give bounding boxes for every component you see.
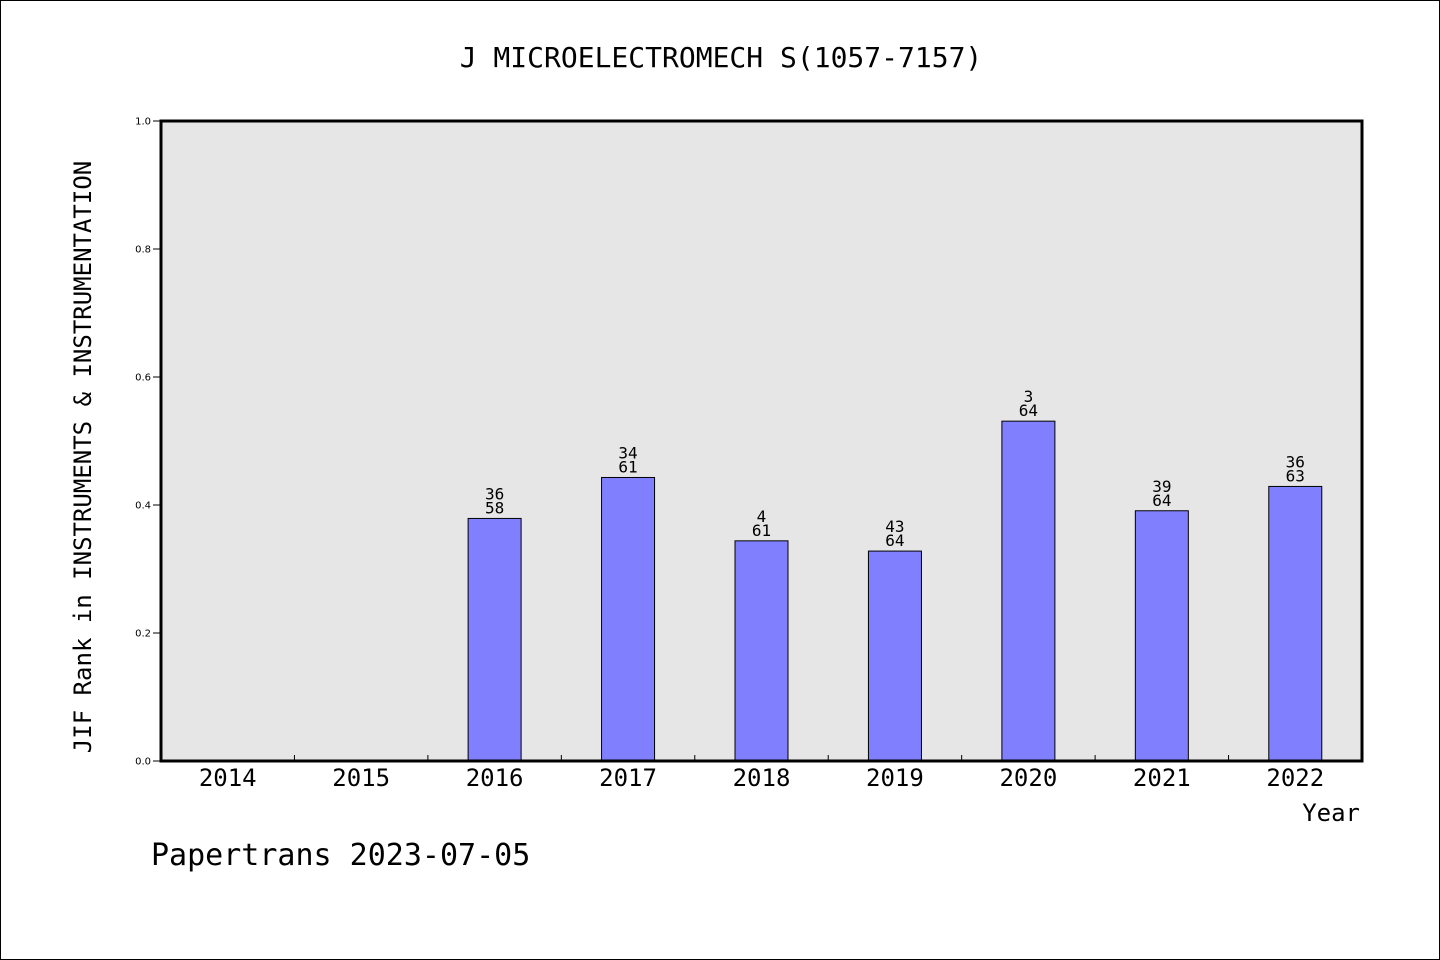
y-tick-label: 1.0 bbox=[135, 117, 151, 128]
y-tick-label: 0.4 bbox=[135, 501, 151, 512]
bar-label-rank: 36 bbox=[485, 484, 504, 503]
x-tick-label: 2020 bbox=[999, 764, 1057, 792]
bar bbox=[1268, 485, 1323, 762]
bar bbox=[1134, 510, 1189, 762]
y-axis: 0.0 0.2 0.4 0.6 0.8 1.0 bbox=[135, 117, 161, 768]
bar-label-total: 61 bbox=[618, 457, 637, 476]
x-tick-label: 2021 bbox=[1133, 764, 1191, 792]
bar-label-total: 63 bbox=[1286, 466, 1305, 485]
bar-label-rank: 4 bbox=[757, 507, 767, 526]
bar-label-rank: 3 bbox=[1024, 387, 1034, 406]
bar-label-total: 61 bbox=[752, 521, 771, 540]
bar-group bbox=[467, 420, 1323, 762]
x-tick-label: 2019 bbox=[866, 764, 924, 792]
bar-label-rank: 36 bbox=[1286, 452, 1305, 471]
bar bbox=[1001, 420, 1056, 762]
x-tick-label: 2016 bbox=[466, 764, 524, 792]
chart-title: J MICROELECTROMECH S(1057-7157) bbox=[460, 41, 983, 74]
x-tick-label: 2017 bbox=[599, 764, 657, 792]
bar-label-total: 58 bbox=[485, 498, 504, 517]
bar-label-total: 64 bbox=[1019, 401, 1038, 420]
bar-label-total: 64 bbox=[1152, 491, 1171, 510]
y-axis-label: JIF Rank in INSTRUMENTS & INSTRUMENTATIO… bbox=[69, 161, 97, 753]
bar-label-total: 64 bbox=[885, 531, 904, 550]
y-tick-label: 0.6 bbox=[135, 373, 151, 384]
bar-label-rank: 39 bbox=[1152, 477, 1171, 496]
x-tick-label: 2015 bbox=[332, 764, 390, 792]
footer-note: Papertrans 2023-07-05 bbox=[151, 838, 530, 873]
plot-border bbox=[159, 119, 1364, 763]
bar bbox=[867, 550, 922, 762]
y-tick-label: 0.2 bbox=[135, 629, 151, 640]
bar-label-rank: 43 bbox=[885, 517, 904, 536]
bar bbox=[734, 540, 789, 762]
bar bbox=[601, 476, 656, 762]
x-tick-label: 2022 bbox=[1266, 764, 1324, 792]
bar bbox=[467, 517, 522, 762]
bar-label-rank: 34 bbox=[618, 443, 637, 462]
x-tick-label: 2014 bbox=[199, 764, 257, 792]
y-tick-label: 0.0 bbox=[135, 757, 151, 768]
x-axis: 2014 2015 2016 2017 2018 2019 2020 2021 2022 bbox=[199, 755, 1324, 792]
x-tick-label: 2018 bbox=[733, 764, 791, 792]
x-axis-label: Year bbox=[1302, 799, 1360, 827]
y-tick-label: 0.8 bbox=[135, 245, 151, 256]
